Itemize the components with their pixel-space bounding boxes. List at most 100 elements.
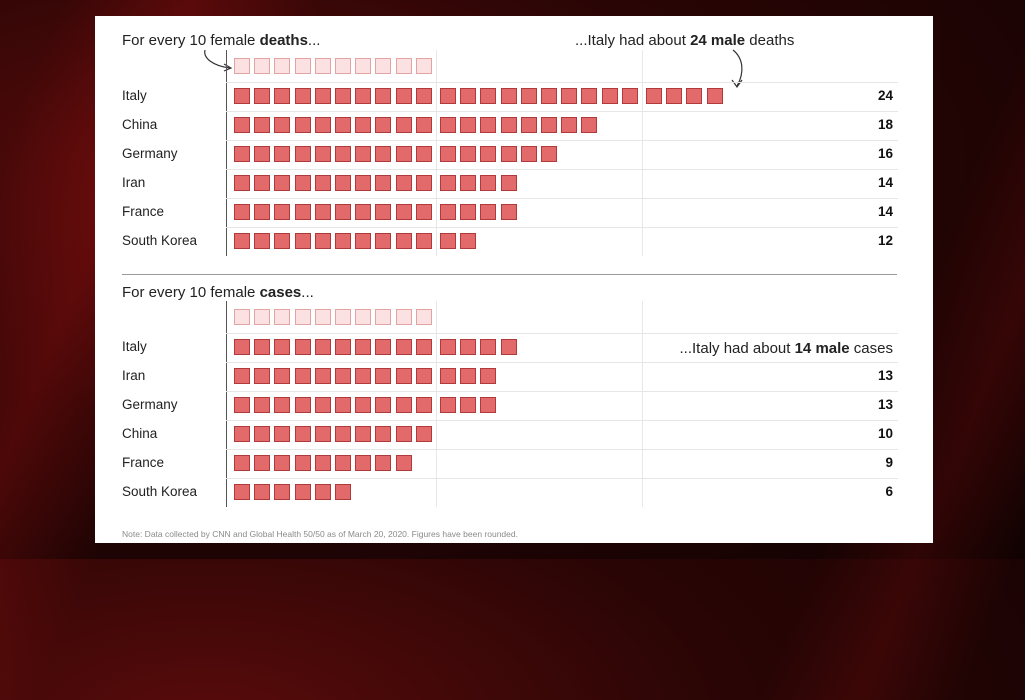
male-unit-deaths — [254, 233, 271, 249]
category-label: Italy — [122, 339, 147, 354]
reference-unit-deaths — [335, 58, 351, 74]
male-unit-cases — [415, 368, 432, 384]
male-unit-cases — [254, 455, 271, 471]
row-gridline — [226, 140, 898, 141]
reference-unit-deaths — [234, 58, 250, 74]
male-unit-deaths — [355, 117, 372, 133]
male-unit-cases — [500, 339, 517, 355]
male-unit-deaths — [395, 204, 412, 220]
footnote: Note: Data collected by CNN and Global H… — [122, 529, 518, 539]
reference-unit-cases — [395, 309, 412, 325]
male-unit-deaths — [440, 175, 456, 191]
axis-line — [226, 50, 227, 256]
male-unit-deaths — [314, 117, 331, 133]
category-label: South Korea — [122, 484, 198, 499]
male-unit-cases — [375, 426, 392, 442]
deaths-annotation: ...Italy had about 24 male deaths — [575, 32, 795, 49]
male-unit-cases — [415, 426, 432, 442]
male-unit-cases — [234, 426, 250, 442]
reference-unit-cases — [254, 309, 271, 325]
male-unit-deaths — [314, 175, 331, 191]
male-unit-deaths — [314, 146, 331, 162]
reference-unit-cases — [415, 309, 432, 325]
value-label: 24 — [877, 88, 893, 103]
male-unit-deaths — [500, 88, 517, 104]
male-unit-deaths — [460, 233, 477, 249]
male-unit-deaths — [375, 175, 392, 191]
section-divider — [122, 274, 897, 275]
reference-unit-deaths — [254, 58, 271, 74]
male-unit-deaths — [355, 233, 372, 249]
male-unit-cases — [234, 484, 250, 500]
male-unit-cases — [480, 339, 497, 355]
male-unit-cases — [440, 397, 456, 413]
male-unit-deaths — [561, 88, 578, 104]
reference-unit-cases — [294, 309, 311, 325]
male-unit-deaths — [294, 117, 311, 133]
male-unit-cases — [335, 426, 351, 442]
row-gridline — [226, 333, 898, 334]
value-label: 10 — [877, 426, 893, 441]
male-unit-cases — [355, 339, 372, 355]
male-unit-cases — [355, 426, 372, 442]
male-unit-cases — [254, 426, 271, 442]
male-unit-deaths — [274, 117, 291, 133]
reference-unit-deaths — [274, 58, 291, 74]
male-unit-cases — [254, 368, 271, 384]
male-unit-deaths — [234, 204, 250, 220]
male-unit-deaths — [395, 117, 412, 133]
male-unit-deaths — [274, 146, 291, 162]
category-label: Iran — [122, 175, 146, 190]
male-unit-cases — [395, 368, 412, 384]
male-unit-cases — [254, 484, 271, 500]
male-unit-deaths — [335, 88, 351, 104]
male-unit-deaths — [395, 146, 412, 162]
male-unit-cases — [314, 484, 331, 500]
male-unit-deaths — [294, 88, 311, 104]
male-unit-cases — [254, 397, 271, 413]
male-unit-deaths — [234, 175, 250, 191]
reference-unit-cases — [314, 309, 331, 325]
reference-unit-deaths — [375, 58, 392, 74]
male-unit-deaths — [500, 204, 517, 220]
male-unit-deaths — [294, 175, 311, 191]
male-unit-deaths — [520, 117, 537, 133]
reference-unit-cases — [355, 309, 372, 325]
male-unit-cases — [335, 484, 351, 500]
male-unit-deaths — [415, 146, 432, 162]
value-label: 13 — [877, 368, 893, 383]
male-unit-cases — [375, 455, 392, 471]
male-unit-deaths — [440, 88, 456, 104]
male-unit-cases — [294, 397, 311, 413]
reference-unit-deaths — [415, 58, 432, 74]
male-unit-deaths — [500, 175, 517, 191]
male-unit-deaths — [335, 233, 351, 249]
category-label: Germany — [122, 397, 178, 412]
category-label: Italy — [122, 88, 147, 103]
male-unit-cases — [294, 455, 311, 471]
male-unit-deaths — [480, 146, 497, 162]
male-unit-deaths — [500, 117, 517, 133]
value-label: 9 — [885, 455, 893, 470]
value-label: 12 — [877, 233, 893, 248]
male-unit-deaths — [254, 175, 271, 191]
male-unit-deaths — [294, 146, 311, 162]
value-label: 14 — [877, 175, 893, 190]
reference-unit-cases — [335, 309, 351, 325]
male-unit-cases — [294, 339, 311, 355]
male-unit-deaths — [480, 204, 497, 220]
male-unit-deaths — [415, 88, 432, 104]
male-unit-deaths — [460, 146, 477, 162]
category-label: China — [122, 426, 158, 441]
male-unit-cases — [274, 339, 291, 355]
group-gridline — [436, 50, 437, 256]
row-gridline — [226, 198, 898, 199]
reference-unit-cases — [274, 309, 291, 325]
reference-unit-cases — [234, 309, 250, 325]
male-unit-deaths — [274, 204, 291, 220]
male-unit-deaths — [375, 233, 392, 249]
male-unit-deaths — [234, 88, 250, 104]
male-unit-cases — [314, 455, 331, 471]
male-unit-deaths — [355, 146, 372, 162]
male-unit-cases — [480, 368, 497, 384]
